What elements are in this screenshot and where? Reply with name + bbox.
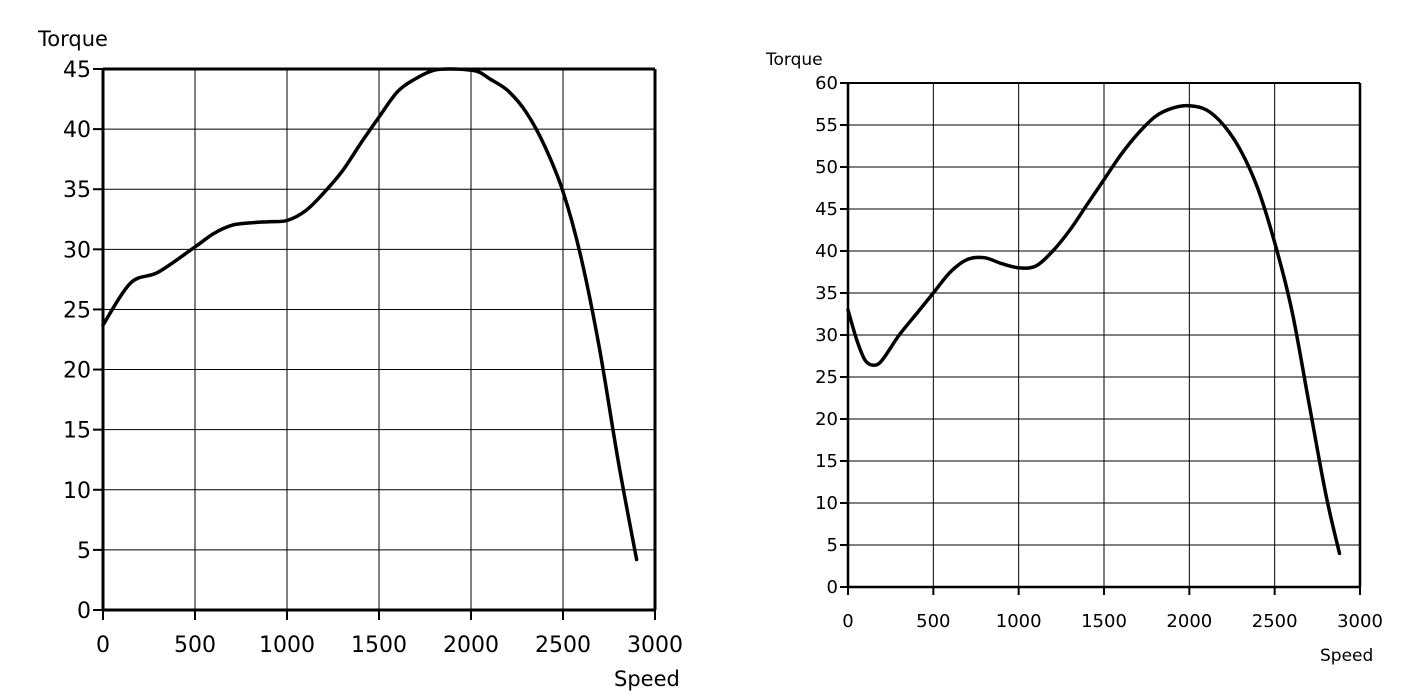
y-tick-label: 5	[827, 535, 838, 556]
x-tick-label: 2500	[1252, 611, 1298, 632]
series-line	[846, 103, 1342, 556]
x-tick-label: 2000	[443, 633, 499, 658]
x-axis-label: Speed	[1320, 646, 1373, 666]
chart-right: Torque Speed 0 5 10 15 20 25 30 35 40 45 50 55 60 0 50…	[765, 50, 1383, 666]
x-tick-label: 1500	[351, 633, 407, 658]
x-tick-label: 0	[96, 633, 110, 658]
series	[846, 103, 1342, 556]
x-tick-label: 0	[842, 611, 853, 632]
x-tick-label: 3000	[627, 633, 683, 658]
y-tick-label: 45	[63, 58, 91, 83]
y-tick-label: 60	[815, 73, 838, 94]
y-tick-label: 50	[815, 157, 838, 178]
y-tick-label: 25	[63, 298, 91, 323]
x-tick-label: 1500	[1081, 611, 1127, 632]
y-tick-label: 35	[63, 178, 91, 203]
x-tick-label: 500	[916, 611, 950, 632]
x-tick-label: 2500	[535, 633, 591, 658]
y-tick-label: 5	[77, 539, 91, 564]
y-tick-label: 20	[815, 409, 838, 430]
y-tick-label: 25	[815, 367, 838, 388]
y-tick-label: 15	[815, 451, 838, 472]
y-tick-label: 35	[815, 283, 838, 304]
y-tick-label: 55	[815, 115, 838, 136]
y-tick-label: 40	[815, 241, 838, 262]
series	[101, 67, 639, 562]
y-tick-label: 10	[63, 479, 91, 504]
ticks: 0 5 10 15 20 25 30 35 40 45 50 55 60 0 500 1000 1500 2000…	[815, 73, 1383, 632]
y-axis-label: Torque	[37, 27, 108, 51]
y-axis-label: Torque	[765, 50, 823, 70]
gridlines	[846, 82, 1362, 589]
series-line	[101, 67, 639, 562]
y-tick-label: 10	[815, 493, 838, 514]
x-axis-label: Speed	[614, 667, 680, 691]
x-tick-label: 500	[174, 633, 216, 658]
x-tick-label: 2000	[1166, 611, 1212, 632]
y-tick-label: 0	[77, 599, 91, 624]
y-tick-label: 30	[63, 238, 91, 263]
y-tick-label: 0	[827, 577, 838, 598]
y-tick-label: 40	[63, 118, 91, 143]
y-tick-label: 45	[815, 199, 838, 220]
y-tick-label: 20	[63, 359, 91, 384]
y-tick-label: 30	[815, 325, 838, 346]
x-tick-label: 3000	[1337, 611, 1383, 632]
ticks: 0 5 10 15 20 25 30 35 40 45 0 500 1000 1500 2000 2500 30…	[63, 58, 683, 658]
gridlines	[101, 67, 657, 612]
x-tick-label: 1000	[259, 633, 315, 658]
chart-left: Torque Speed 0 5 10 15 20 25 30 35 40 45 0 500 1000 1…	[37, 27, 683, 691]
x-tick-label: 1000	[996, 611, 1042, 632]
y-tick-label: 15	[63, 419, 91, 444]
